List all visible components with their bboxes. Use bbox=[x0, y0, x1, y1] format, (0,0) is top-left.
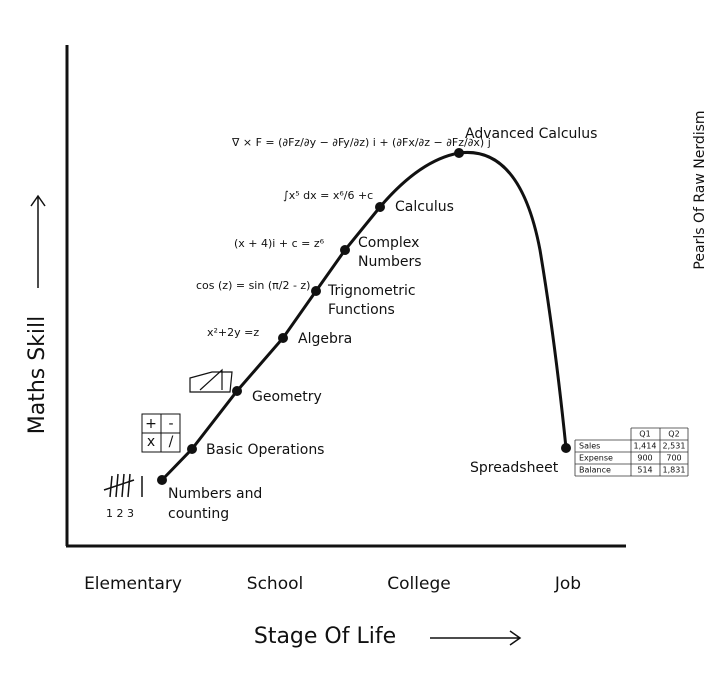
operation: / bbox=[169, 434, 174, 450]
formula: ∇ × F = (∂Fz/∂y − ∂Fy/∂z) i + (∂Fx/∂z − … bbox=[231, 136, 491, 149]
point bbox=[232, 386, 242, 396]
point bbox=[340, 245, 350, 255]
formula: cos (z) = sin (π/2 - z) bbox=[196, 279, 310, 292]
operation: - bbox=[168, 416, 173, 432]
stage-label: School bbox=[247, 574, 303, 594]
node-label: Functions bbox=[328, 302, 395, 318]
x-axis-label: Stage Of Life bbox=[254, 624, 396, 649]
formula: x²+2y =z bbox=[207, 326, 259, 339]
y-axis-label: Maths Skill bbox=[25, 316, 50, 435]
point bbox=[561, 443, 571, 453]
stage-label: College bbox=[387, 574, 450, 594]
point bbox=[278, 333, 288, 343]
table-cell: Sales bbox=[579, 442, 600, 451]
node-label: Advanced Calculus bbox=[465, 126, 597, 142]
node-label: Geometry bbox=[252, 389, 322, 405]
geometry-icon bbox=[189, 368, 233, 393]
table-cell: 2,531 bbox=[663, 442, 686, 451]
node-label: Numbers and bbox=[168, 486, 262, 502]
table-header: Q1 bbox=[639, 430, 650, 439]
stage-label: Elementary bbox=[84, 574, 182, 594]
formula: (x + 4)i + c = z⁶ bbox=[234, 237, 325, 250]
table-cell: Expense bbox=[579, 454, 613, 463]
node-label: Complex bbox=[358, 235, 419, 251]
operations-icon bbox=[141, 413, 181, 453]
node-label: Basic Operations bbox=[206, 442, 324, 458]
node-label: Numbers bbox=[358, 254, 422, 270]
formula: ∫x⁵ dx = x⁶/6 +c bbox=[283, 189, 373, 202]
point bbox=[375, 202, 385, 212]
point bbox=[157, 475, 167, 485]
node-label: Trignometric bbox=[327, 283, 416, 299]
table-cell: 1,414 bbox=[634, 442, 657, 451]
table-cell: 700 bbox=[666, 454, 681, 463]
operation: x bbox=[147, 434, 155, 450]
stage-label: Job bbox=[554, 574, 581, 594]
tally-label: 1 2 3 bbox=[106, 507, 134, 520]
table-cell: 1,831 bbox=[663, 466, 686, 475]
point bbox=[311, 286, 321, 296]
table-cell: 900 bbox=[637, 454, 652, 463]
node-label: Calculus bbox=[395, 199, 454, 215]
points bbox=[157, 148, 571, 485]
spreadsheet-table bbox=[574, 427, 689, 477]
x-arrow bbox=[430, 630, 522, 646]
y-arrow bbox=[30, 194, 46, 288]
point bbox=[187, 444, 197, 454]
table-cell: 514 bbox=[637, 466, 652, 475]
operation: + bbox=[145, 416, 157, 432]
skill-curve bbox=[160, 150, 568, 482]
credit: Pearls Of Raw Nerdism bbox=[692, 110, 708, 269]
table-cell: Balance bbox=[579, 466, 611, 475]
node-label: Algebra bbox=[298, 331, 352, 347]
point bbox=[454, 148, 464, 158]
table-header: Q2 bbox=[668, 430, 679, 439]
node-label: Spreadsheet bbox=[470, 460, 559, 476]
node-label: counting bbox=[168, 506, 229, 522]
tally-icon bbox=[103, 473, 143, 498]
